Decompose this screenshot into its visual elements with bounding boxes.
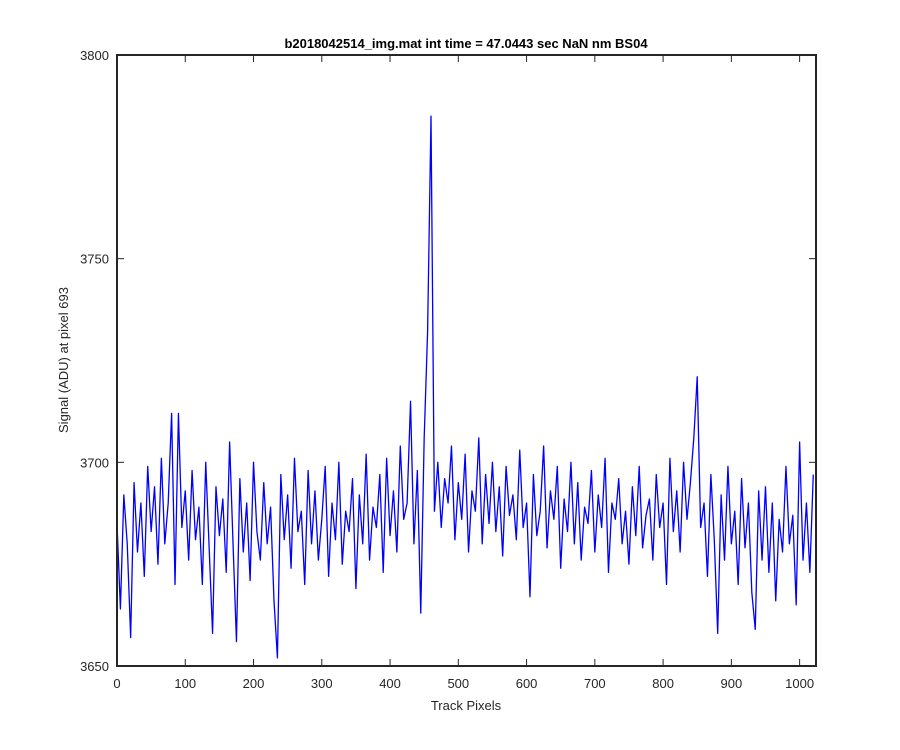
x-axis-label: Track Pixels xyxy=(431,698,502,713)
x-tick-label: 1000 xyxy=(785,676,814,691)
x-tick-label: 500 xyxy=(447,676,469,691)
y-tick-label: 3700 xyxy=(80,455,109,470)
x-tick-label: 700 xyxy=(584,676,606,691)
data-line xyxy=(116,115,814,659)
y-tick-label: 3800 xyxy=(80,48,109,63)
x-tick-label: 800 xyxy=(652,676,674,691)
y-axis-label: Signal (ADU) at pixel 693 xyxy=(56,287,71,433)
x-tick-label: 100 xyxy=(174,676,196,691)
x-tick-label: 400 xyxy=(379,676,401,691)
y-tick-label: 3750 xyxy=(80,252,109,267)
y-tick-label: 3650 xyxy=(80,659,109,674)
chart-title: b2018042514_img.mat int time = 47.0443 s… xyxy=(284,36,648,51)
x-tick-label: 200 xyxy=(243,676,265,691)
plot-frame xyxy=(116,54,817,667)
x-tick-label: 900 xyxy=(721,676,743,691)
x-tick-label: 300 xyxy=(311,676,333,691)
x-tick-label: 0 xyxy=(113,676,120,691)
x-tick-label: 600 xyxy=(516,676,538,691)
